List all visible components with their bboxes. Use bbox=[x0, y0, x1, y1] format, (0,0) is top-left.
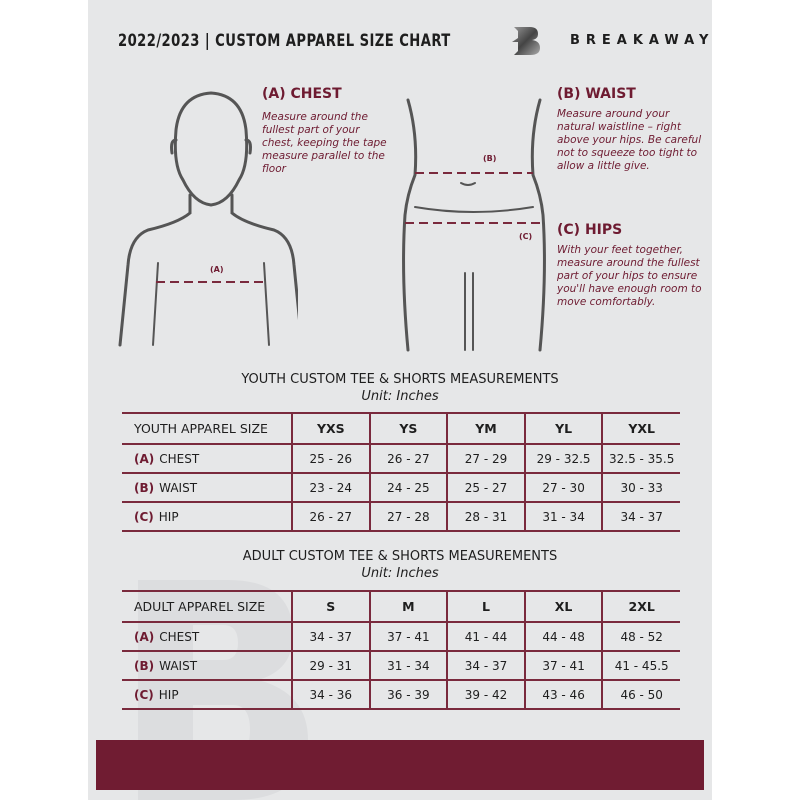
measurement-cell: 44 - 48 bbox=[523, 622, 604, 651]
size-label-header: YOUTH APPAREL SIZE bbox=[122, 413, 293, 444]
youth-table-title: YOUTH CUSTOM TEE & SHORTS MEASUREMENTS bbox=[241, 372, 559, 387]
size-header: YXL bbox=[601, 413, 680, 444]
youth-unit: Unit: Inches bbox=[361, 389, 439, 404]
measure-code: (C) bbox=[134, 687, 154, 702]
table-row: (C) HIP 26 - 27 27 - 28 28 - 31 31 - 34 34 - 3… bbox=[122, 502, 680, 531]
measure-name: WAIST bbox=[159, 480, 198, 495]
measurement-cell: 29 - 32.5 bbox=[523, 444, 604, 473]
footer-bar bbox=[96, 740, 704, 790]
size-header: YM bbox=[446, 413, 526, 444]
table-header-row: ADULT APPAREL SIZE S M L XL 2XL bbox=[122, 591, 680, 622]
size-header: L bbox=[446, 591, 526, 622]
adult-table-title: ADULT CUSTOM TEE & SHORTS MEASUREMENTS bbox=[242, 549, 558, 564]
table-row: (A) CHEST 25 - 26 26 - 27 27 - 29 29 - 32.5 32… bbox=[122, 444, 680, 473]
measurement-cell: 25 - 26 bbox=[291, 444, 371, 473]
waist-description: Measure around your natural waistline – … bbox=[557, 108, 702, 172]
measurement-cell: 34 - 36 bbox=[291, 680, 371, 709]
size-header: 2XL bbox=[601, 591, 680, 622]
measure-label: (C) HIP bbox=[122, 680, 293, 709]
measure-name: WAIST bbox=[159, 658, 198, 673]
measurement-cell: 37 - 41 bbox=[523, 651, 604, 680]
measurement-cell: 23 - 24 bbox=[291, 473, 371, 502]
adult-unit: Unit: Inches bbox=[361, 566, 439, 581]
measurement-cell: 34 - 37 bbox=[291, 622, 371, 651]
brand-name: BREAKAWAY bbox=[570, 33, 712, 48]
size-header: YL bbox=[523, 413, 604, 444]
measure-code: (A) bbox=[134, 451, 155, 466]
measure-name: HIP bbox=[158, 509, 179, 524]
measurement-cell: 48 - 52 bbox=[601, 622, 680, 651]
measurement-cell: 24 - 25 bbox=[368, 473, 449, 502]
table-row: (B) WAIST 23 - 24 24 - 25 25 - 27 27 - 30 30 -… bbox=[122, 473, 680, 502]
measurement-cell: 31 - 34 bbox=[523, 502, 604, 531]
measure-code: (B) bbox=[134, 480, 155, 495]
chest-marker: (A) bbox=[210, 265, 224, 274]
table-row: (B) WAIST 29 - 31 31 - 34 34 - 37 37 - 41 41 -… bbox=[122, 651, 680, 680]
chest-figure-illustration bbox=[118, 91, 298, 347]
page-title: 2022/2023 | CUSTOM APPAREL SIZE CHART bbox=[118, 31, 451, 51]
waist-marker: (B) bbox=[483, 154, 497, 163]
measurement-cell: 43 - 46 bbox=[523, 680, 604, 709]
measurement-cell: 27 - 29 bbox=[446, 444, 526, 473]
size-header: YS bbox=[368, 413, 449, 444]
size-header: XL bbox=[523, 591, 604, 622]
size-header: M bbox=[368, 591, 449, 622]
measure-label: (B) WAIST bbox=[122, 651, 293, 680]
measure-name: CHEST bbox=[159, 629, 200, 644]
breakaway-logo-icon bbox=[512, 27, 540, 55]
measurement-cell: 41 - 44 bbox=[446, 622, 526, 651]
measurement-cell: 29 - 31 bbox=[291, 651, 371, 680]
size-header: YXS bbox=[291, 413, 371, 444]
measurement-cell: 37 - 41 bbox=[368, 622, 449, 651]
measure-code: (C) bbox=[134, 509, 154, 524]
size-label-header: ADULT APPAREL SIZE bbox=[122, 591, 293, 622]
measure-name: HIP bbox=[158, 687, 179, 702]
measurement-cell: 46 - 50 bbox=[601, 680, 680, 709]
measurement-cell: 34 - 37 bbox=[446, 651, 526, 680]
hips-marker: (C) bbox=[519, 232, 533, 241]
measurement-cell: 34 - 37 bbox=[601, 502, 680, 531]
table-row: (A) CHEST 34 - 37 37 - 41 41 - 44 44 - 48 48 -… bbox=[122, 622, 680, 651]
measure-code: (B) bbox=[134, 658, 155, 673]
table-row: (C) HIP 34 - 36 36 - 39 39 - 42 43 - 46 46 - 5… bbox=[122, 680, 680, 709]
hips-heading: (C) HIPS bbox=[557, 222, 623, 238]
measure-code: (A) bbox=[134, 629, 155, 644]
measurement-cell: 32.5 - 35.5 bbox=[601, 444, 680, 473]
measure-label: (A) CHEST bbox=[122, 444, 293, 473]
measure-label: (B) WAIST bbox=[122, 473, 293, 502]
chest-description: Measure around the fullest part of your … bbox=[262, 111, 387, 175]
measure-name: CHEST bbox=[159, 451, 200, 466]
measurement-cell: 27 - 28 bbox=[368, 502, 449, 531]
measurement-cell: 27 - 30 bbox=[523, 473, 604, 502]
measurement-cell: 30 - 33 bbox=[601, 473, 680, 502]
chest-heading: (A) CHEST bbox=[262, 86, 342, 102]
waist-hips-figure-illustration bbox=[402, 98, 546, 352]
measurement-cell: 36 - 39 bbox=[368, 680, 449, 709]
waist-heading: (B) WAIST bbox=[557, 86, 636, 102]
youth-size-table: YOUTH APPAREL SIZE YXS YS YM YL YXL (A) C… bbox=[122, 412, 680, 532]
size-header: S bbox=[291, 591, 371, 622]
hips-description: With your feet together, measure around … bbox=[557, 244, 702, 308]
table-header-row: YOUTH APPAREL SIZE YXS YS YM YL YXL bbox=[122, 413, 680, 444]
size-chart-page: 2022/2023 | CUSTOM APPAREL SIZE CHART BR… bbox=[88, 0, 712, 800]
measurement-cell: 41 - 45.5 bbox=[601, 651, 680, 680]
measurement-cell: 25 - 27 bbox=[446, 473, 526, 502]
measurement-cell: 26 - 27 bbox=[368, 444, 449, 473]
measurement-cell: 31 - 34 bbox=[368, 651, 449, 680]
measure-label: (C) HIP bbox=[122, 502, 293, 531]
measure-label: (A) CHEST bbox=[122, 622, 293, 651]
measurement-cell: 39 - 42 bbox=[446, 680, 526, 709]
measurement-cell: 28 - 31 bbox=[446, 502, 526, 531]
adult-size-table: ADULT APPAREL SIZE S M L XL 2XL (A) CHEST… bbox=[122, 590, 680, 710]
measurement-cell: 26 - 27 bbox=[291, 502, 371, 531]
